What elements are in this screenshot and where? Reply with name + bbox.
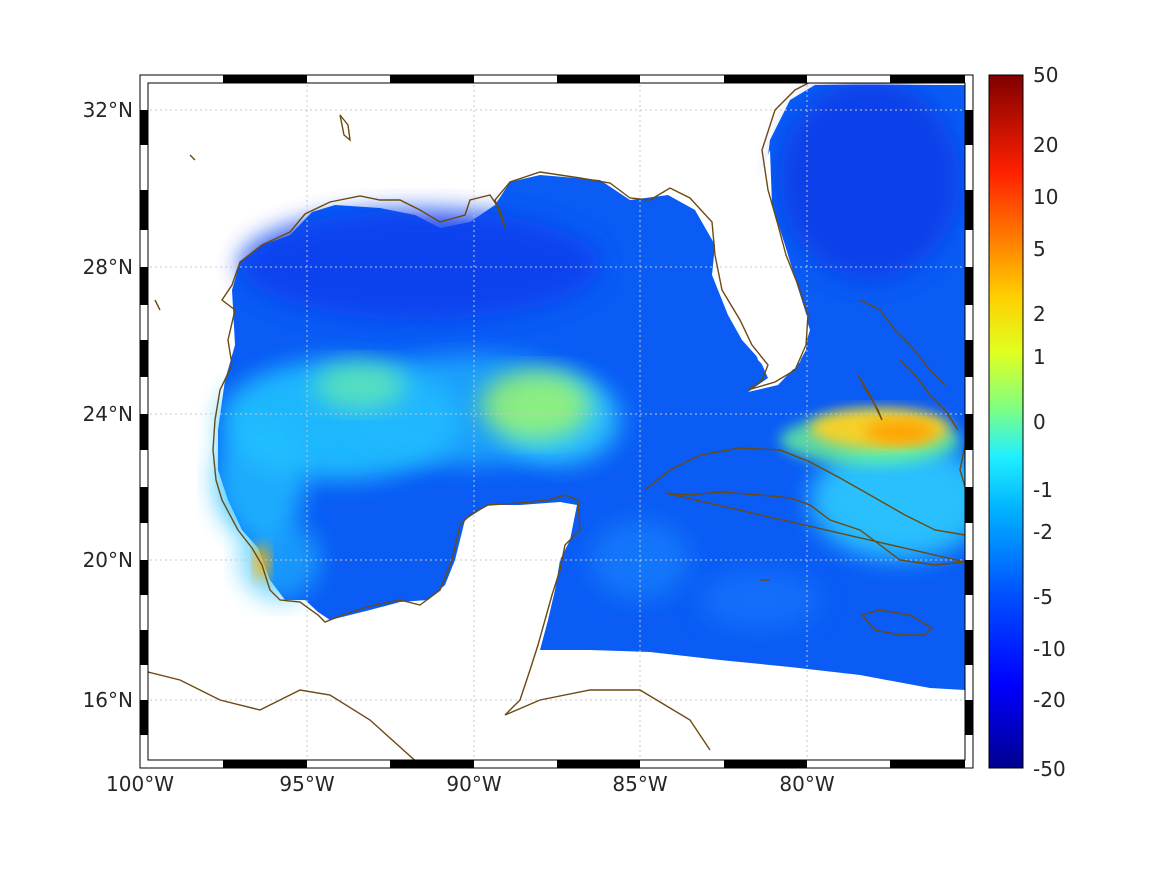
frame-segment <box>390 75 474 83</box>
frame-segment <box>965 560 973 595</box>
frame-segment <box>140 110 148 145</box>
frame-segment <box>640 760 724 768</box>
frame-segment <box>965 700 973 735</box>
frame-segment <box>724 760 807 768</box>
frame-segment <box>965 75 973 110</box>
frame-segment <box>965 267 973 305</box>
colorbar-ticks: 50 20 10 5 2 1 0 -1 -2 -5 -10 -20 -50 <box>1033 63 1066 781</box>
lon-label: 100°W <box>106 772 174 796</box>
frame-segment <box>140 75 148 110</box>
frame-segment <box>807 760 890 768</box>
frame-segment <box>557 760 640 768</box>
frame-segment <box>474 75 557 83</box>
colorbar-tick-label: -50 <box>1033 757 1066 781</box>
frame-segment <box>474 760 557 768</box>
lat-label: 24°N <box>83 402 133 426</box>
frame-segment <box>890 75 973 83</box>
frame-segment <box>965 190 973 230</box>
frame-segment <box>140 190 148 230</box>
frame-segment <box>140 145 148 190</box>
frame-segment <box>140 230 148 267</box>
frame-segment <box>140 630 148 665</box>
frame-segment <box>965 145 973 190</box>
lon-label: 85°W <box>612 772 667 796</box>
lon-label: 95°W <box>279 772 334 796</box>
frame-segment <box>140 523 148 560</box>
frame-segment <box>965 735 973 768</box>
lon-axis: 100°W 95°W 90°W 85°W 80°W <box>106 772 835 796</box>
frame-segment <box>390 760 474 768</box>
frame-segment <box>140 267 148 305</box>
colorbar-tick-label: 2 <box>1033 302 1046 326</box>
coastlines <box>140 77 967 766</box>
frame-segment <box>140 377 148 414</box>
lat-axis: 32°N 28°N 24°N 20°N 16°N <box>83 98 133 712</box>
frame-segment <box>724 75 807 83</box>
frame-segment <box>965 110 973 145</box>
frame-segment <box>223 760 307 768</box>
frame-segment <box>140 340 148 377</box>
frame-segment <box>890 760 973 768</box>
frame-segment <box>140 760 223 768</box>
frame-segment <box>965 377 973 414</box>
frame-segment <box>140 305 148 340</box>
frame-segment <box>965 595 973 630</box>
colorbar-tick-label: -2 <box>1033 520 1053 544</box>
frame-segment <box>965 487 973 523</box>
frame-segment <box>965 340 973 377</box>
frame-segment <box>965 305 973 340</box>
frame-segment <box>223 75 307 83</box>
colorbar-tick-label: -10 <box>1033 637 1066 661</box>
grid-lines <box>140 75 973 768</box>
frame-segment <box>965 630 973 665</box>
frame-segment <box>140 414 148 450</box>
frame-segment <box>140 450 148 487</box>
colorbar-tick-label: 0 <box>1033 410 1046 434</box>
frame-segment <box>140 665 148 700</box>
colorbar-tick-label: 1 <box>1033 345 1046 369</box>
frame-segment <box>965 523 973 560</box>
lat-label: 20°N <box>83 548 133 572</box>
frame-segment <box>307 760 390 768</box>
frame-segment <box>965 665 973 700</box>
frame-segment <box>557 75 640 83</box>
frame-segment <box>140 595 148 630</box>
florida-land <box>700 150 808 378</box>
frame-segment <box>965 414 973 450</box>
colorbar-tick-label: 10 <box>1033 185 1058 209</box>
colorbar-tick-label: 50 <box>1033 63 1058 87</box>
colorbar-gradient <box>988 74 1024 769</box>
frame-segment <box>140 487 148 523</box>
lon-label: 80°W <box>779 772 834 796</box>
map-frame <box>140 75 973 768</box>
colorbar: 50 20 10 5 2 1 0 -1 -2 -5 -10 -20 -50 <box>988 63 1066 781</box>
colorbar-tick-label: -1 <box>1033 478 1053 502</box>
frame-segment <box>640 75 724 83</box>
colorbar-tick-label: 5 <box>1033 237 1046 261</box>
data-field <box>215 80 973 690</box>
lat-label: 16°N <box>83 688 133 712</box>
frame-segment <box>140 560 148 595</box>
frame-segment <box>807 75 890 83</box>
colorbar-tick-label: -5 <box>1033 585 1053 609</box>
colorbar-tick-label: 20 <box>1033 133 1058 157</box>
colorbar-tick-label: -20 <box>1033 688 1066 712</box>
frame-segment <box>965 230 973 267</box>
frame-segment <box>140 700 148 735</box>
frame-segment <box>140 75 223 83</box>
lat-label: 32°N <box>83 98 133 122</box>
frame-segment <box>307 75 390 83</box>
lat-label: 28°N <box>83 255 133 279</box>
frame-segment <box>140 735 148 768</box>
frame-segment <box>965 450 973 487</box>
lon-label: 90°W <box>446 772 501 796</box>
